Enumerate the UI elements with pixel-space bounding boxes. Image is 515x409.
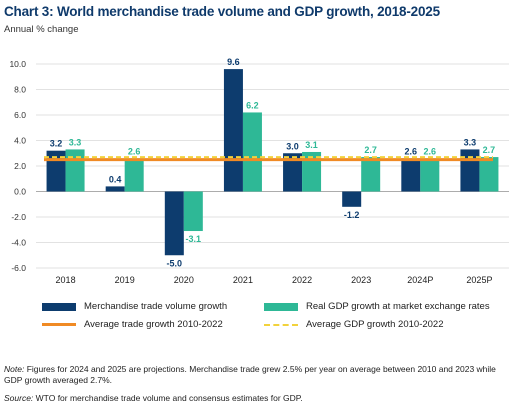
legend-avg-trade: Average trade growth 2010-2022 <box>42 319 223 330</box>
y-tick-label: 10.0 <box>9 59 26 69</box>
legend-gdp: Real GDP growth at market exchange rates <box>264 301 490 312</box>
x-tick-label: 2024P <box>407 275 433 285</box>
legend-avg-gdp-swatch <box>264 323 298 326</box>
y-tick-label: -4.0 <box>11 238 26 248</box>
gdp-data-label: 6.2 <box>246 100 259 110</box>
x-tick-label: 2019 <box>115 275 135 285</box>
trade-bar <box>105 186 125 192</box>
gdp-bar <box>65 149 85 192</box>
trade-data-label: -5.0 <box>167 258 183 268</box>
gdp-data-label: 2.6 <box>424 146 437 156</box>
bar-chart: 10.0 8.0 6.0 4.0 2.0 0.0 -2.0 -4.0 -6.0 3.2 3.3 0.… <box>9 57 509 285</box>
gdp-bar <box>183 191 203 232</box>
gdp-bar <box>361 157 381 192</box>
chart-note: Note: Figures for 2024 and 2025 are proj… <box>4 364 509 386</box>
trade-bar <box>164 191 184 256</box>
gdp-bar <box>124 158 144 192</box>
x-tick-label: 2018 <box>56 275 76 285</box>
legend-trade-label: Merchandise trade volume growth <box>84 301 228 312</box>
y-tick-label: -6.0 <box>11 263 26 273</box>
trade-data-label: 3.0 <box>286 141 299 151</box>
gdp-data-label: 3.3 <box>69 137 82 147</box>
trade-bar <box>223 69 243 192</box>
legend-trade: Merchandise trade volume growth <box>42 301 227 312</box>
y-tick-label: 6.0 <box>14 110 26 120</box>
chart-source: Source: WTO for merchandise trade volume… <box>4 393 303 403</box>
x-tick-label: 2020 <box>174 275 194 285</box>
gdp-data-label: 2.7 <box>364 145 377 155</box>
gdp-data-label: 2.7 <box>483 145 496 155</box>
y-tick-label: 0.0 <box>14 187 26 197</box>
trade-data-label: 3.3 <box>464 137 477 147</box>
y-tick-label: 4.0 <box>14 136 26 146</box>
legend-avg-gdp-label: Average GDP growth 2010-2022 <box>306 319 444 330</box>
y-tick-label: 8.0 <box>14 85 26 95</box>
x-tick-label: 2022 <box>292 275 312 285</box>
legend-avg-gdp: Average GDP growth 2010-2022 <box>264 319 444 330</box>
gdp-bar <box>479 157 499 192</box>
gdp-bar <box>242 112 262 192</box>
source-label: Source: <box>4 393 34 403</box>
legend-gdp-label: Real GDP growth at market exchange rates <box>306 301 490 312</box>
reference-lines <box>44 156 493 162</box>
trade-bar <box>460 149 480 192</box>
gdp-data-label: -3.1 <box>186 234 202 244</box>
legend-gdp-swatch <box>264 302 298 311</box>
trade-data-label: 9.6 <box>227 57 240 67</box>
gdp-data-label: 3.1 <box>305 140 318 150</box>
trade-data-label: 2.6 <box>405 146 418 156</box>
source-text: WTO for merchandise trade volume and con… <box>33 393 303 403</box>
x-axis-labels: 2018 2019 2020 2021 2022 2023 2024P 2025P <box>56 275 493 285</box>
chart-subtitle: Annual % change <box>4 24 79 35</box>
data-labels: 3.2 3.3 0.4 2.6 -5.0 -3.1 9.6 6.2 3.0 3.1 -1.2 2.7 2… <box>50 57 495 268</box>
y-tick-label: 2.0 <box>14 161 26 171</box>
legend-avg-trade-swatch <box>42 323 76 326</box>
x-tick-label: 2023 <box>351 275 371 285</box>
note-label: Note: <box>4 364 25 374</box>
trade-bar <box>401 158 421 192</box>
trade-data-label: -1.2 <box>344 210 360 220</box>
legend-avg-trade-label: Average trade growth 2010-2022 <box>84 319 223 330</box>
x-tick-label: 2021 <box>233 275 253 285</box>
bars <box>46 69 499 256</box>
gdp-bar <box>302 151 322 192</box>
note-text: Figures for 2024 and 2025 are projection… <box>4 364 496 385</box>
chart-title: Chart 3: World merchandise trade volume … <box>4 4 440 19</box>
y-axis-labels: 10.0 8.0 6.0 4.0 2.0 0.0 -2.0 -4.0 -6.0 <box>9 59 26 273</box>
trade-bar <box>283 153 303 192</box>
x-tick-label: 2025P <box>466 275 492 285</box>
trade-data-label: 0.4 <box>109 174 122 184</box>
gdp-data-label: 2.6 <box>128 146 141 156</box>
legend-trade-swatch <box>42 302 76 311</box>
trade-data-label: 3.2 <box>50 139 63 149</box>
trade-bar <box>342 191 362 207</box>
gdp-bar <box>420 158 440 192</box>
y-tick-label: -2.0 <box>11 212 26 222</box>
